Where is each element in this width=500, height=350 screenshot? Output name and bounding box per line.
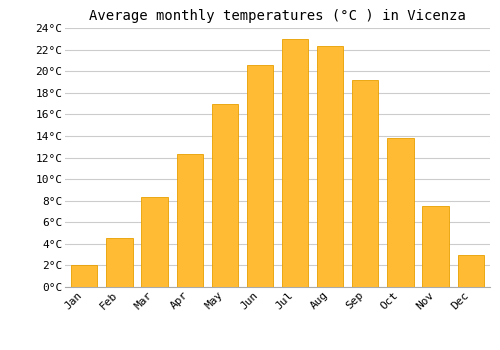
Bar xyxy=(458,255,484,287)
Bar xyxy=(422,206,448,287)
Bar xyxy=(282,39,308,287)
Bar xyxy=(142,197,168,287)
Bar xyxy=(352,80,378,287)
Bar xyxy=(388,138,413,287)
Bar xyxy=(71,265,98,287)
Bar xyxy=(176,154,203,287)
Bar xyxy=(212,104,238,287)
Bar xyxy=(317,46,344,287)
Title: Average monthly temperatures (°C ) in Vicenza: Average monthly temperatures (°C ) in Vi… xyxy=(89,9,466,23)
Bar xyxy=(106,238,132,287)
Bar xyxy=(247,65,273,287)
